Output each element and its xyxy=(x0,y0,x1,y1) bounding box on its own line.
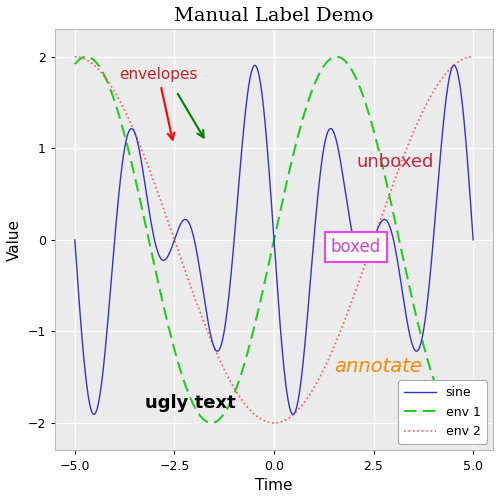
env 1 xyxy=(420,338,426,344)
X-axis label: Time: Time xyxy=(255,478,292,493)
sine xyxy=(72,237,78,243)
Title: Manual Label Demo: Manual Label Demo xyxy=(174,7,374,25)
env 1 xyxy=(470,412,476,418)
Legend: sine, env 1, env 2: sine, env 1, env 2 xyxy=(398,380,487,444)
env 1 xyxy=(83,54,89,60)
env 1 xyxy=(242,359,248,365)
env 1 xyxy=(458,420,464,426)
sine xyxy=(470,237,476,243)
sine xyxy=(451,62,457,68)
env 2 xyxy=(271,420,277,426)
sine xyxy=(91,412,97,418)
Text: ugly text: ugly text xyxy=(145,394,236,412)
env 1 xyxy=(141,214,147,220)
env 2 xyxy=(462,55,468,61)
env 2 xyxy=(470,54,476,60)
env 1 xyxy=(118,117,124,123)
Text: annotate: annotate xyxy=(334,356,422,376)
sine xyxy=(224,304,230,310)
env 1 xyxy=(224,405,230,411)
env 2 xyxy=(72,54,78,60)
sine xyxy=(141,175,147,181)
sine xyxy=(242,113,248,119)
env 1 xyxy=(462,419,468,425)
env 2 xyxy=(242,401,248,407)
Text: envelopes: envelopes xyxy=(119,68,198,140)
Y-axis label: Value: Value xyxy=(7,219,22,261)
sine xyxy=(420,333,426,339)
env 1 xyxy=(72,62,78,68)
Line: sine: sine xyxy=(75,66,473,414)
env 2 xyxy=(141,152,147,158)
Text: unboxed: unboxed xyxy=(357,153,434,171)
env 2 xyxy=(420,109,426,115)
env 2 xyxy=(117,99,123,105)
env 2 xyxy=(224,373,230,379)
Line: env 1: env 1 xyxy=(75,56,473,423)
sine xyxy=(462,134,468,140)
Text: boxed: boxed xyxy=(330,238,381,256)
Line: env 2: env 2 xyxy=(75,56,473,423)
sine xyxy=(118,176,124,182)
